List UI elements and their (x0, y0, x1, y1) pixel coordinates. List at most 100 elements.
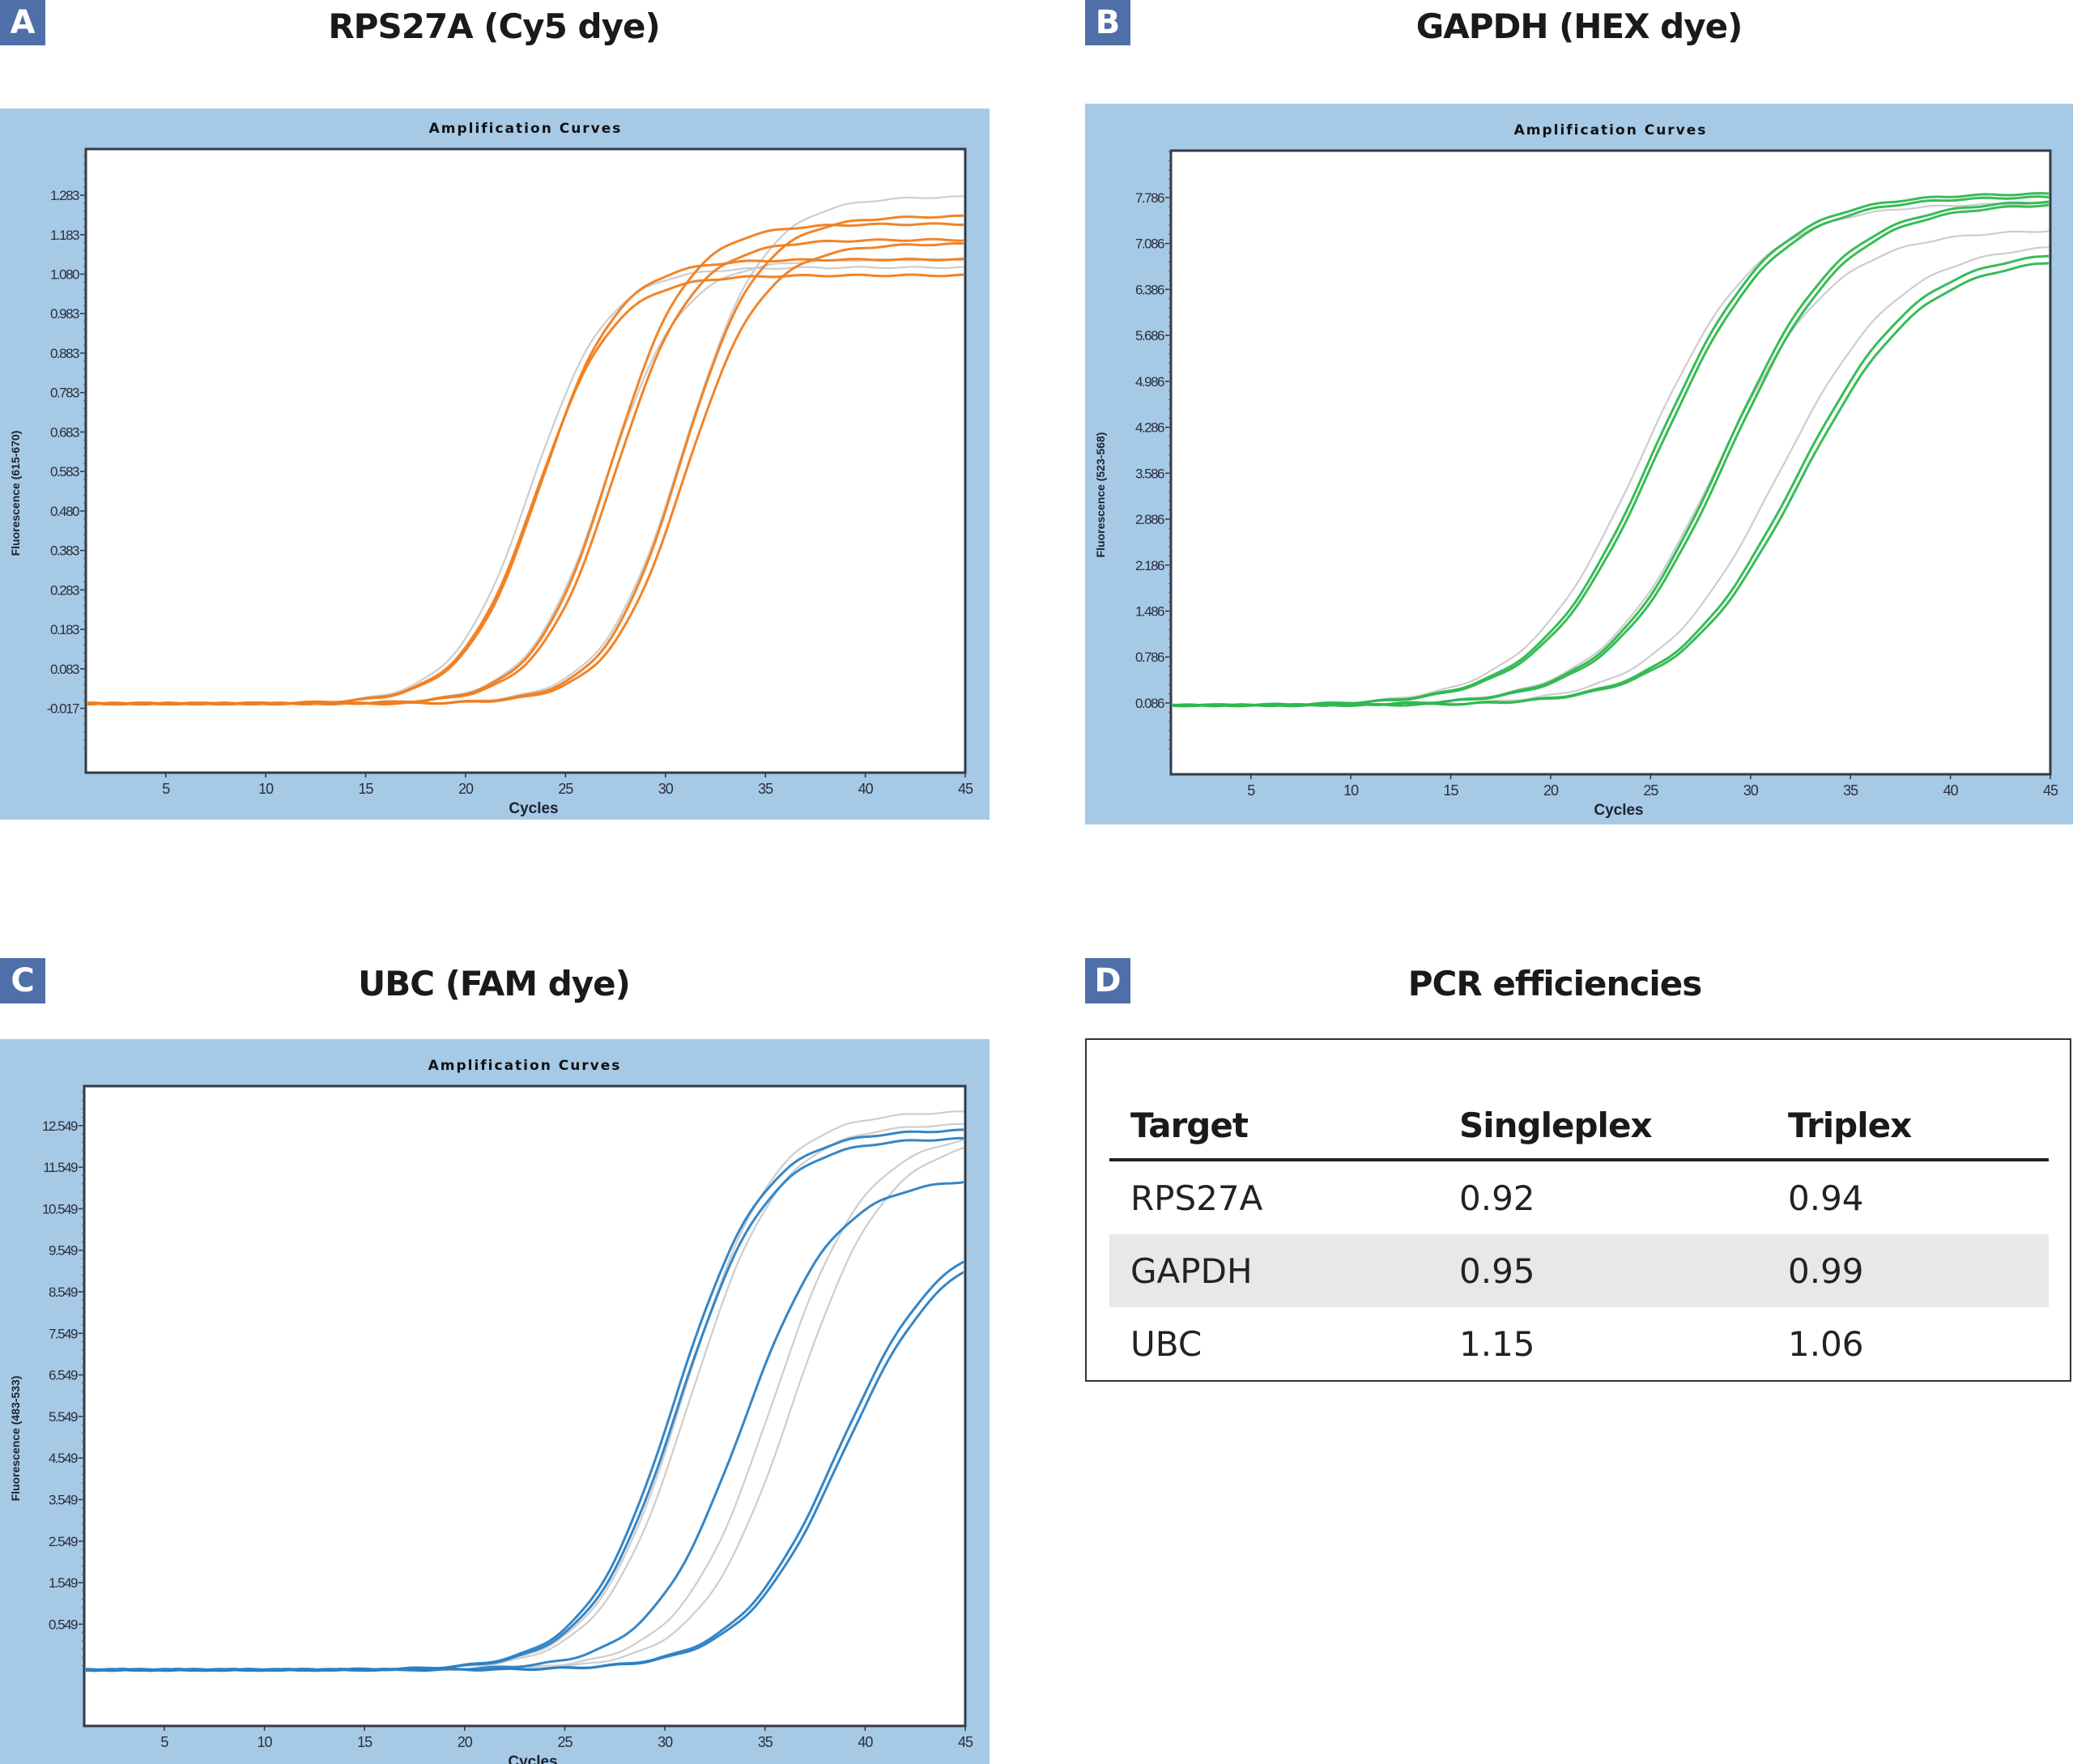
chart-b-amplification: Amplification Curves 7.786 7.086 6.386 5.686… (1094, 122, 2059, 819)
x-tick-label: 20 (458, 781, 474, 797)
y-tick-label: 1.549 (49, 1575, 78, 1591)
x-tick-label: 20 (1543, 782, 1559, 799)
y-tick-label: 0.383 (50, 543, 79, 559)
x-tick-label: 45 (958, 781, 973, 797)
chart-title: Amplification Curves (429, 121, 623, 137)
x-tick-label: 40 (858, 781, 874, 797)
x-axis-label: Cycles (508, 1753, 557, 1764)
x-tick-label: 5 (160, 1734, 168, 1750)
efficiency-table-box: Target Singleplex Triplex RPS27A 0.92 0.… (1085, 1038, 2071, 1382)
y-axis-label: Fluorescence (523-568) (1094, 432, 1107, 558)
x-tick-label: 30 (658, 781, 674, 797)
curves-group (1173, 192, 2049, 708)
y-tick-label: 0.783 (50, 386, 79, 401)
y-tick-label: 2.186 (1135, 558, 1164, 573)
x-tick-label: 45 (2043, 782, 2058, 799)
x-tick-label: 40 (858, 1734, 873, 1750)
y-tick-label: 3.549 (49, 1492, 78, 1507)
header-target: Target (1109, 1064, 1438, 1161)
cell-singleplex: 0.92 (1459, 1178, 1535, 1218)
header-singleplex: Singleplex (1438, 1064, 1767, 1161)
amplification-curve-triplex-3b (1173, 262, 2049, 708)
y-tick-label: 0.183 (50, 622, 79, 637)
y-tick-label: 4.549 (49, 1451, 78, 1466)
y-tick-label: 2.886 (1135, 512, 1164, 527)
y-tick-label: 10.549 (42, 1201, 78, 1216)
amplification-curve-triplex-3b (86, 1270, 964, 1672)
cell-target: UBC (1130, 1323, 1203, 1364)
y-tick-label: 1.486 (1135, 604, 1164, 620)
y-tick-label: 12.549 (42, 1118, 78, 1134)
panel-label-b: B (1085, 0, 1130, 45)
plot-area (84, 147, 967, 774)
x-tick-label: 30 (658, 1734, 673, 1750)
table-row: GAPDH 0.95 0.99 (1109, 1234, 2049, 1307)
x-tick-label: 15 (357, 1734, 372, 1750)
x-tick-label: 10 (258, 1734, 273, 1750)
y-tick-label: 3.586 (1135, 466, 1164, 481)
y-tick-label: 0.283 (50, 582, 79, 598)
chart-a-amplification: Amplification Curves 1.283 1.183 1.080 0.983… (9, 121, 974, 817)
x-tick-label: 10 (1343, 782, 1359, 799)
x-tick-label: 25 (1643, 782, 1658, 799)
x-tick-label: 20 (458, 1734, 473, 1750)
y-tick-label: 0.086 (1135, 696, 1164, 711)
x-tick-label: 15 (359, 781, 374, 797)
header-triplex: Triplex (1767, 1064, 2049, 1161)
panel-title-a: RPS27A (Cy5 dye) (328, 6, 660, 46)
cell-triplex: 0.94 (1788, 1178, 1864, 1218)
y-tick-label: 0.083 (50, 662, 79, 677)
panel-label-a: A (0, 0, 45, 45)
y-tick-label: 0.583 (50, 464, 79, 479)
panel-label-c: C (0, 958, 45, 1003)
curves-group (87, 195, 964, 706)
cell-triplex: 0.99 (1767, 1234, 2049, 1307)
y-tick-label: 5.549 (49, 1409, 78, 1425)
x-tick-label: 5 (162, 781, 170, 797)
y-tick-label: 0.683 (50, 424, 79, 440)
chart-c-frame: Amplification Curves 12.549 11.549 10.549 9.… (0, 1039, 990, 1764)
x-tick-label: 5 (1247, 782, 1255, 799)
x-tick-label: 40 (1943, 782, 1959, 799)
y-tick-label: 0.786 (1135, 650, 1164, 665)
panel-title-b: GAPDH (HEX dye) (1415, 6, 1743, 46)
x-tick-label: 35 (758, 781, 773, 797)
y-tick-label: 0.983 (50, 306, 79, 322)
y-tick-label: 7.549 (49, 1326, 78, 1341)
chart-title: Amplification Curves (1514, 122, 1708, 138)
y-tick-label: 5.686 (1135, 328, 1164, 343)
y-tick-label: 1.183 (50, 228, 79, 243)
x-tick-label: 45 (958, 1734, 973, 1750)
x-axis-label: Cycles (509, 800, 558, 817)
chart-title: Amplification Curves (428, 1058, 622, 1074)
y-tick-label: 4.986 (1135, 374, 1164, 390)
table-row: RPS27A 0.92 0.94 (1109, 1160, 2049, 1234)
panel-label-d: D (1085, 958, 1130, 1003)
table-header-row: Target Singleplex Triplex (1109, 1064, 2049, 1161)
y-axis-label: Fluorescence (615-670) (9, 431, 22, 556)
x-tick-label: 35 (758, 1734, 773, 1750)
cell-target: GAPDH (1109, 1234, 1438, 1307)
efficiency-table: Target Singleplex Triplex RPS27A 0.92 0.… (1109, 1064, 2049, 1380)
x-tick-label: 25 (558, 781, 573, 797)
x-axis-label: Cycles (1594, 802, 1643, 819)
chart-b-frame: Amplification Curves 7.786 7.086 6.386 5.686… (1085, 104, 2073, 824)
y-tick-label: 0.480 (50, 504, 79, 519)
y-axis-label: Fluorescence (483-533) (9, 1376, 22, 1502)
x-tick-label: 35 (1843, 782, 1858, 799)
x-tick-label: 30 (1743, 782, 1759, 799)
plot-area (83, 1084, 967, 1728)
plot-area (1169, 149, 2052, 776)
y-tick-label: 2.549 (49, 1534, 78, 1549)
y-tick-label: 0.549 (49, 1617, 78, 1632)
chart-a-frame: Amplification Curves 1.283 1.183 1.080 0.983… (0, 109, 990, 820)
y-tick-label: 0.883 (50, 346, 79, 361)
y-tick-label: 1.283 (50, 188, 79, 203)
cell-target: RPS27A (1130, 1178, 1263, 1218)
x-tick-label: 10 (258, 781, 274, 797)
y-tick-label: 7.786 (1135, 190, 1164, 206)
x-tick-label: 15 (1444, 782, 1459, 799)
cell-singleplex: 1.15 (1459, 1323, 1535, 1364)
y-tick-label: 11.549 (43, 1160, 78, 1175)
panel-title-c: UBC (FAM dye) (358, 964, 631, 1003)
